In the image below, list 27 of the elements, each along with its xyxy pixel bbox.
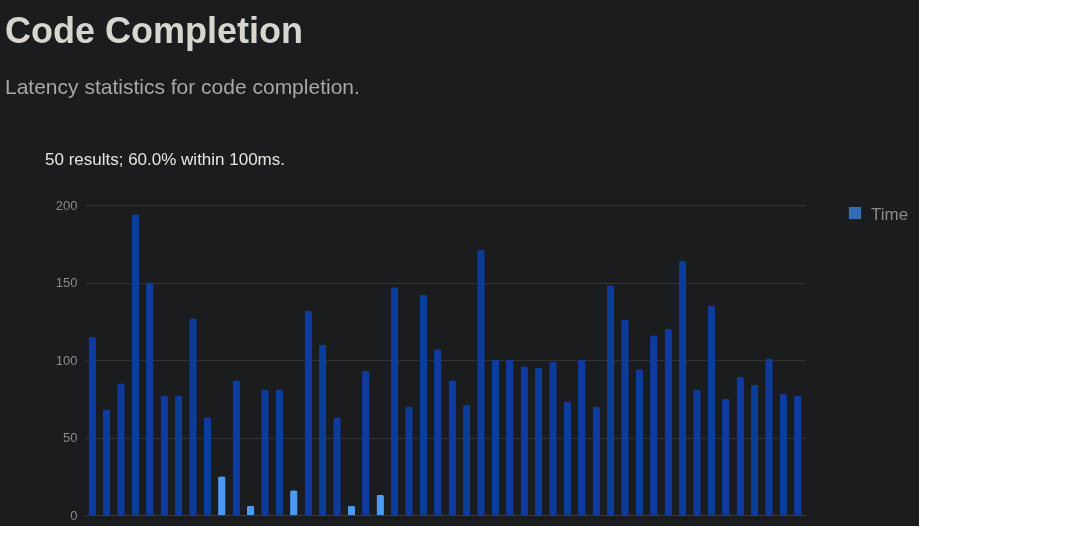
bar (750, 384, 759, 515)
bar (678, 260, 687, 515)
bar (318, 344, 327, 515)
bar (534, 367, 543, 515)
y-tick-label: 100 (55, 352, 78, 368)
bar (275, 389, 284, 515)
bar (174, 395, 183, 515)
y-tick-label: 200 (55, 197, 78, 213)
chart-title: Code Completion (5, 10, 303, 51)
bar (102, 409, 111, 515)
bar (707, 305, 716, 515)
y-tick-label: 150 (55, 275, 78, 290)
y-tick-label: 0 (70, 507, 78, 523)
bar (131, 214, 140, 515)
bar (390, 287, 399, 515)
bar (635, 369, 644, 515)
text: 50 results; 60.0% within 100ms. (45, 150, 286, 169)
bar (779, 394, 788, 515)
bar (462, 404, 471, 515)
bar (419, 294, 428, 515)
y-tick-label: 50 (63, 430, 78, 445)
bar (563, 401, 572, 515)
legend-label: Time (871, 205, 909, 224)
bar (606, 285, 615, 515)
bar (203, 417, 212, 515)
bar (491, 360, 500, 515)
chart-subtitle: Latency statistics for code completion. (5, 75, 360, 98)
